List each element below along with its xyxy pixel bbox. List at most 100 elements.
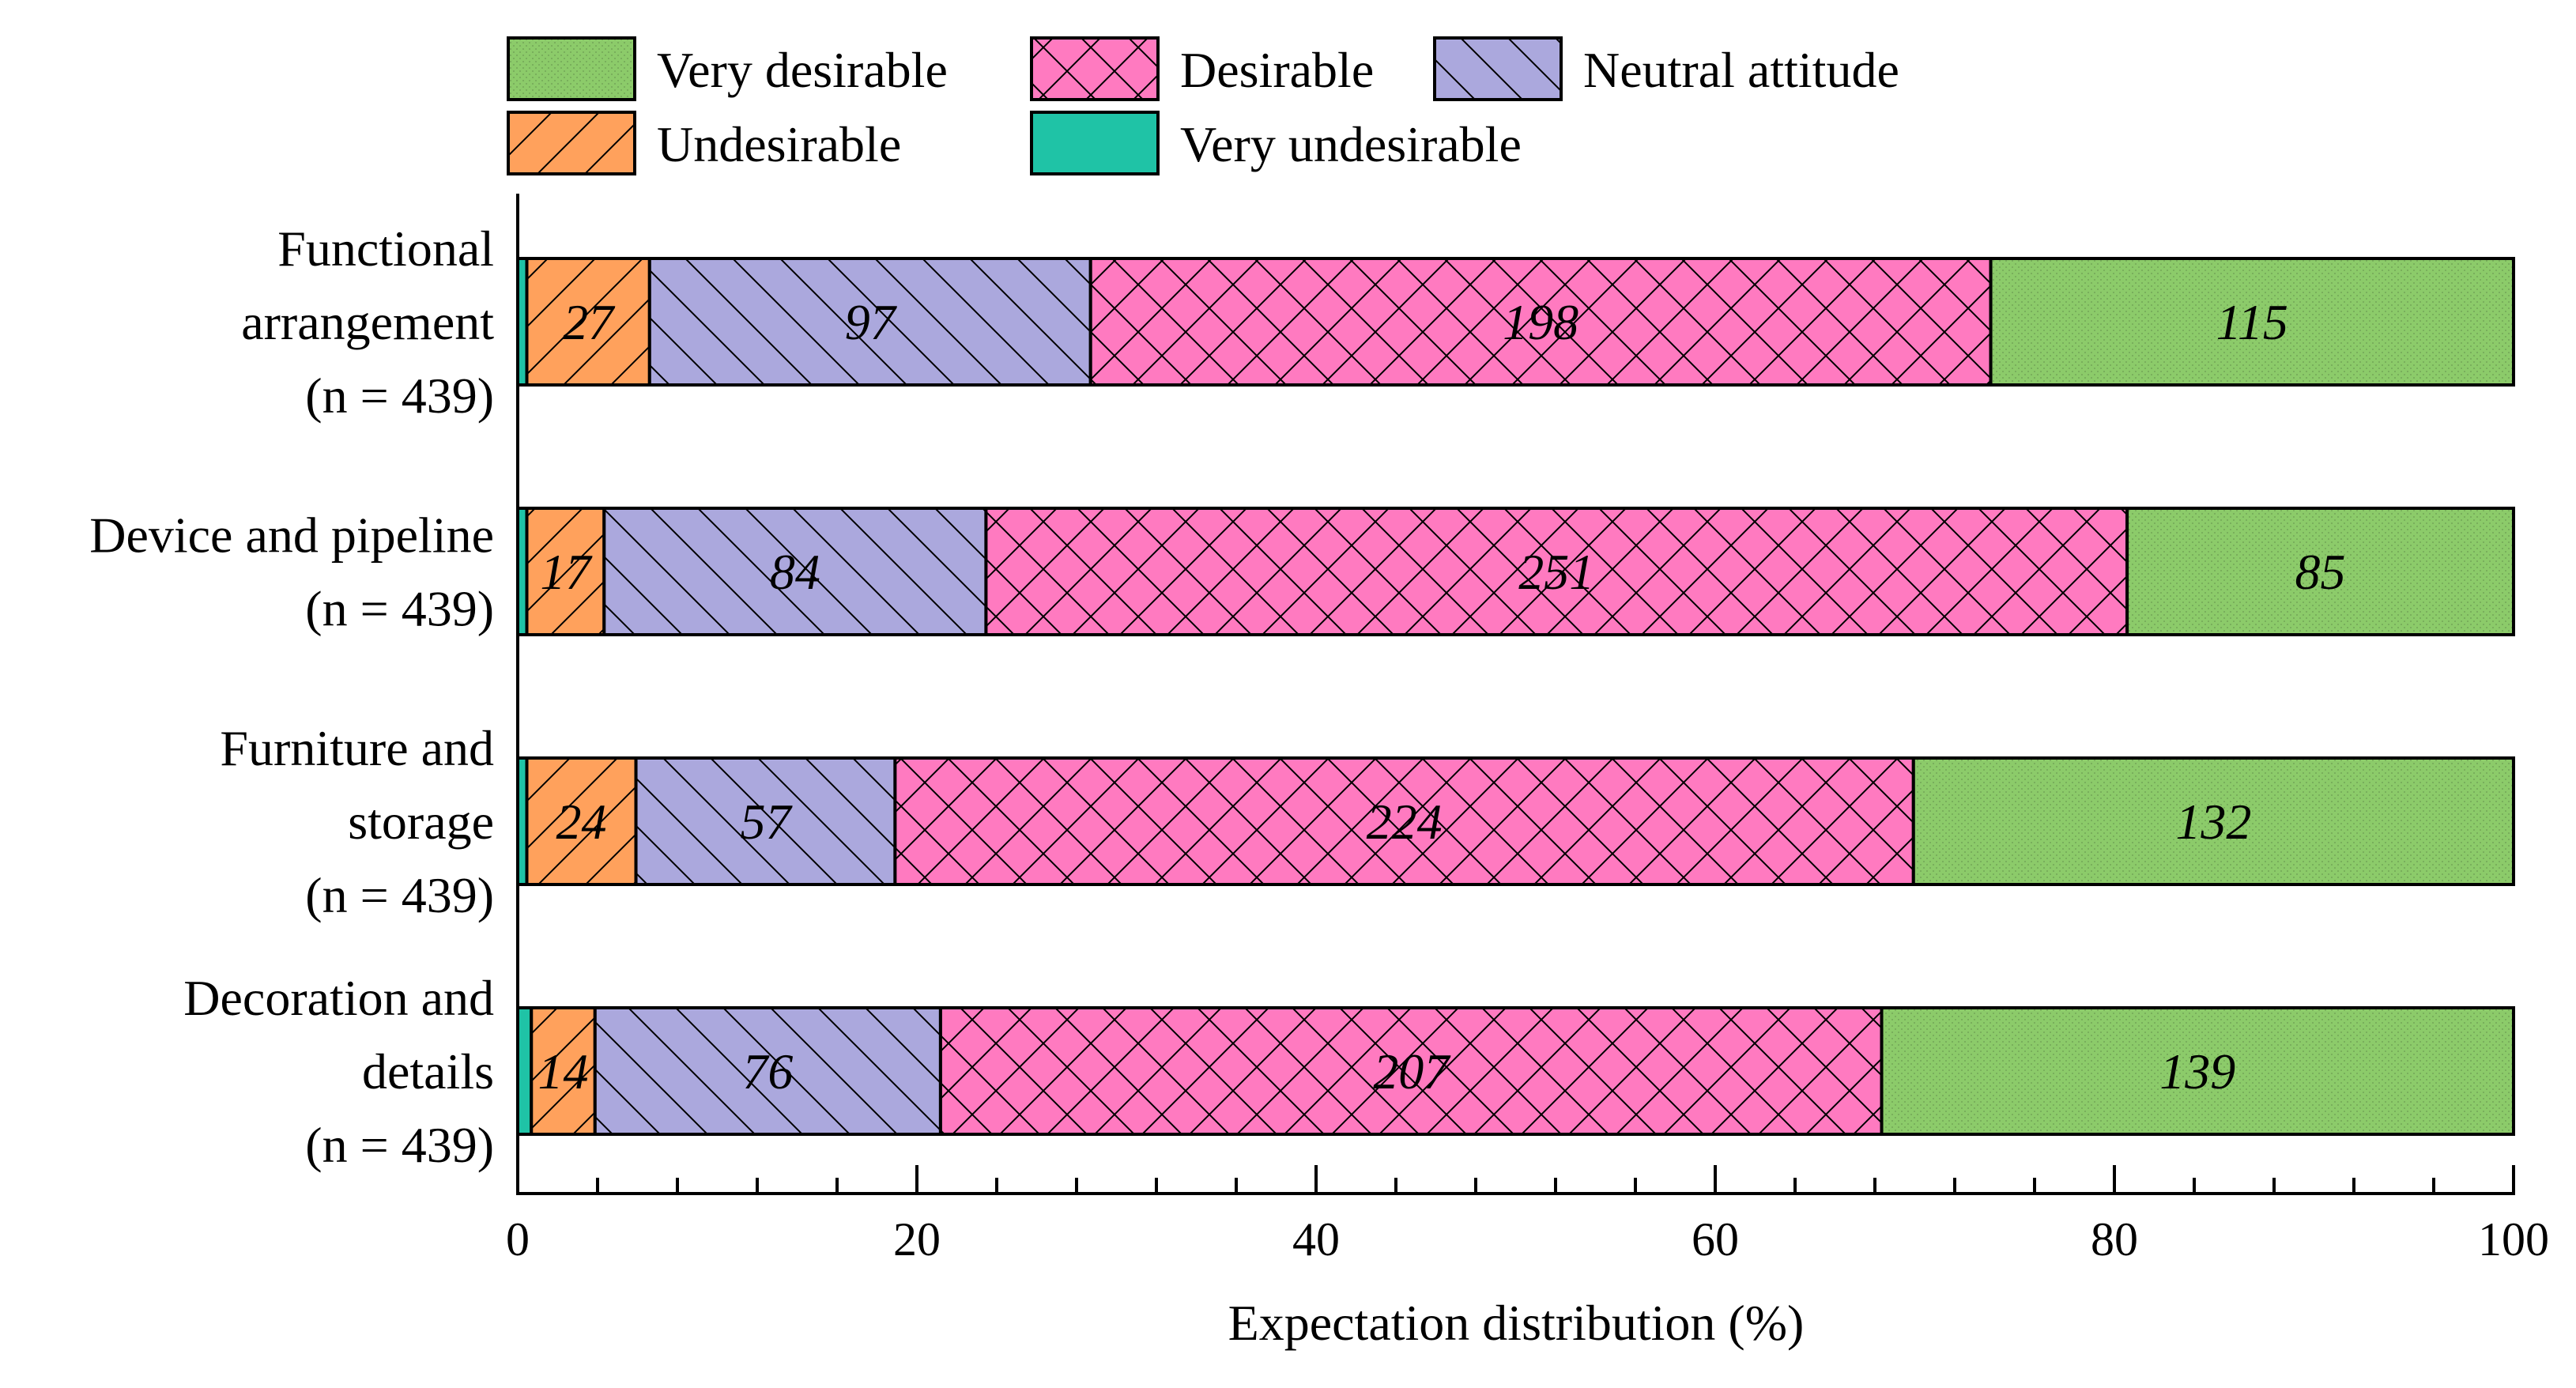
bar-segment-neutral-attitude-row-3: [634, 756, 897, 886]
bar-hatch: [2127, 508, 2514, 635]
bar-outline: [1880, 1006, 2515, 1136]
segment-labels-layer: 27 97 198 115 17 84 251 85 24 57 224 132 14 76 207 139: [538, 294, 2346, 1099]
legend-label: Neutral attitude: [1583, 42, 1899, 98]
bar-segment-desirable-row-3: [893, 756, 1915, 886]
bar-hatch: [1913, 758, 2514, 884]
bar-segment-very-desirable-row-4: [1880, 1006, 2515, 1136]
bar-segment-very-desirable-row-3: [1911, 756, 2515, 886]
bar-hatch: [895, 758, 1914, 884]
legend-swatch-hatch: [508, 112, 635, 174]
category-label-line: Furniture and: [220, 720, 494, 776]
bar-hatch: [594, 1008, 941, 1134]
data-label-neutral-attitude-row-3: 57: [740, 794, 793, 850]
data-label-undesirable-row-1: 27: [563, 294, 616, 350]
category-label-line: arrangement: [241, 294, 494, 350]
x-tick-label: 60: [1692, 1213, 1739, 1265]
data-label-very-desirable-row-2: 85: [2295, 544, 2346, 600]
legend-label: Very undesirable: [1180, 116, 1522, 172]
legend-swatch-outline: [507, 36, 636, 101]
data-label-undesirable-row-4: 14: [538, 1043, 589, 1099]
bar-segment-neutral-attitude-row-2: [602, 507, 988, 636]
bar-hatch: [526, 758, 636, 884]
category-label-row-2: Device and pipeline (n = 439): [89, 507, 494, 637]
data-label-very-desirable-row-4: 139: [2159, 1043, 2235, 1099]
legend-item-desirable: Desirable: [1030, 36, 1374, 101]
category-label-line: (n = 439): [305, 368, 494, 424]
legend-swatch-outline: [1030, 111, 1160, 175]
bar-outline: [1911, 756, 2515, 886]
bar-hatch: [649, 258, 1091, 385]
bar-hatch: [636, 758, 896, 884]
legend-swatch-outline: [507, 111, 636, 175]
bar-segment-neutral-attitude-row-4: [593, 1006, 942, 1136]
bar-fill: [518, 508, 527, 635]
data-label-very-desirable-row-1: 115: [2216, 294, 2288, 350]
legend-item-undesirable: Undesirable: [507, 111, 901, 175]
legend-item-very-desirable: Very desirable: [507, 36, 948, 101]
x-axis-title: Expectation distribution (%): [1228, 1295, 1805, 1351]
legend-label: Very desirable: [657, 42, 948, 98]
data-label-desirable-row-3: 224: [1367, 794, 1443, 850]
bar-outline: [2125, 507, 2515, 636]
data-label-undesirable-row-2: 17: [540, 544, 593, 600]
legend-swatch-outline: [1030, 36, 1160, 101]
bar-hatch: [1990, 258, 2514, 385]
data-label-neutral-attitude-row-2: 84: [770, 544, 820, 600]
category-label-line: (n = 439): [305, 1117, 494, 1173]
bar-segment-very-undesirable-row-4: [516, 1006, 534, 1136]
category-label-line: storage: [348, 794, 494, 850]
bar-segment-desirable-row-2: [984, 507, 2129, 636]
axes-layer: 0 20 40 60 80 100 Functional arrangement (n = 43…: [89, 194, 2549, 1265]
legend-item-neutral-attitude: Neutral attitude: [1433, 36, 1899, 101]
bar-fill: [518, 758, 527, 884]
bar-hatch: [526, 508, 605, 635]
x-tick-label: 20: [893, 1213, 941, 1265]
category-label-line: Functional: [277, 221, 494, 277]
legend-swatch-hatch: [508, 38, 635, 100]
legend-swatch-fill: [1032, 112, 1158, 174]
bars-layer: [516, 257, 2515, 1136]
bar-hatch: [604, 508, 986, 635]
data-label-undesirable-row-3: 24: [556, 794, 607, 850]
legend-swatch-outline: [1433, 36, 1563, 101]
category-label-row-3: Furniture and storage (n = 439): [220, 720, 494, 923]
bar-segment-very-desirable-row-1: [1989, 257, 2515, 387]
data-label-desirable-row-4: 207: [1373, 1043, 1451, 1099]
bar-hatch: [1090, 258, 1991, 385]
x-tick-label: 0: [506, 1213, 530, 1265]
data-label-neutral-attitude-row-1: 97: [845, 294, 898, 350]
bar-hatch: [531, 1008, 595, 1134]
bar-fill: [518, 258, 527, 385]
data-label-neutral-attitude-row-4: 76: [742, 1043, 793, 1099]
bar-outline: [1989, 257, 2515, 387]
bar-segment-undesirable-row-1: [525, 257, 651, 387]
category-label-line: Device and pipeline: [89, 507, 494, 564]
category-label-row-1: Functional arrangement (n = 439): [241, 221, 494, 424]
legend-label: Desirable: [1180, 42, 1374, 98]
category-label-line: details: [362, 1043, 494, 1099]
category-label-line: (n = 439): [305, 867, 494, 923]
bar-hatch: [1881, 1008, 2514, 1134]
bar-segment-neutral-attitude-row-1: [647, 257, 1092, 387]
bar-segment-undesirable-row-4: [530, 1006, 597, 1136]
bar-segment-undesirable-row-2: [525, 507, 606, 636]
bar-segment-very-desirable-row-2: [2125, 507, 2515, 636]
x-tick-label: 80: [2091, 1213, 2138, 1265]
legend-label: Undesirable: [657, 116, 901, 172]
legend: Very desirable Desirable Neutral attitude U…: [507, 36, 1899, 175]
bar-segment-desirable-row-4: [938, 1006, 1884, 1136]
category-label-line: Decoration and: [183, 970, 494, 1026]
legend-swatch-hatch: [1435, 38, 1561, 100]
category-label-row-4: Decoration and details (n = 439): [183, 970, 494, 1173]
bar-hatch: [986, 508, 2128, 635]
bar-hatch: [940, 1008, 1882, 1134]
legend-swatch-hatch: [1032, 38, 1158, 100]
x-tick-label: 40: [1292, 1213, 1340, 1265]
legend-item-very-undesirable: Very undesirable: [1030, 111, 1522, 175]
data-label-desirable-row-1: 198: [1503, 294, 1578, 350]
data-label-very-desirable-row-3: 132: [2175, 794, 2251, 850]
data-label-desirable-row-2: 251: [1518, 544, 1594, 600]
x-tick-label: 100: [2478, 1213, 2549, 1265]
bar-fill: [518, 1008, 532, 1134]
